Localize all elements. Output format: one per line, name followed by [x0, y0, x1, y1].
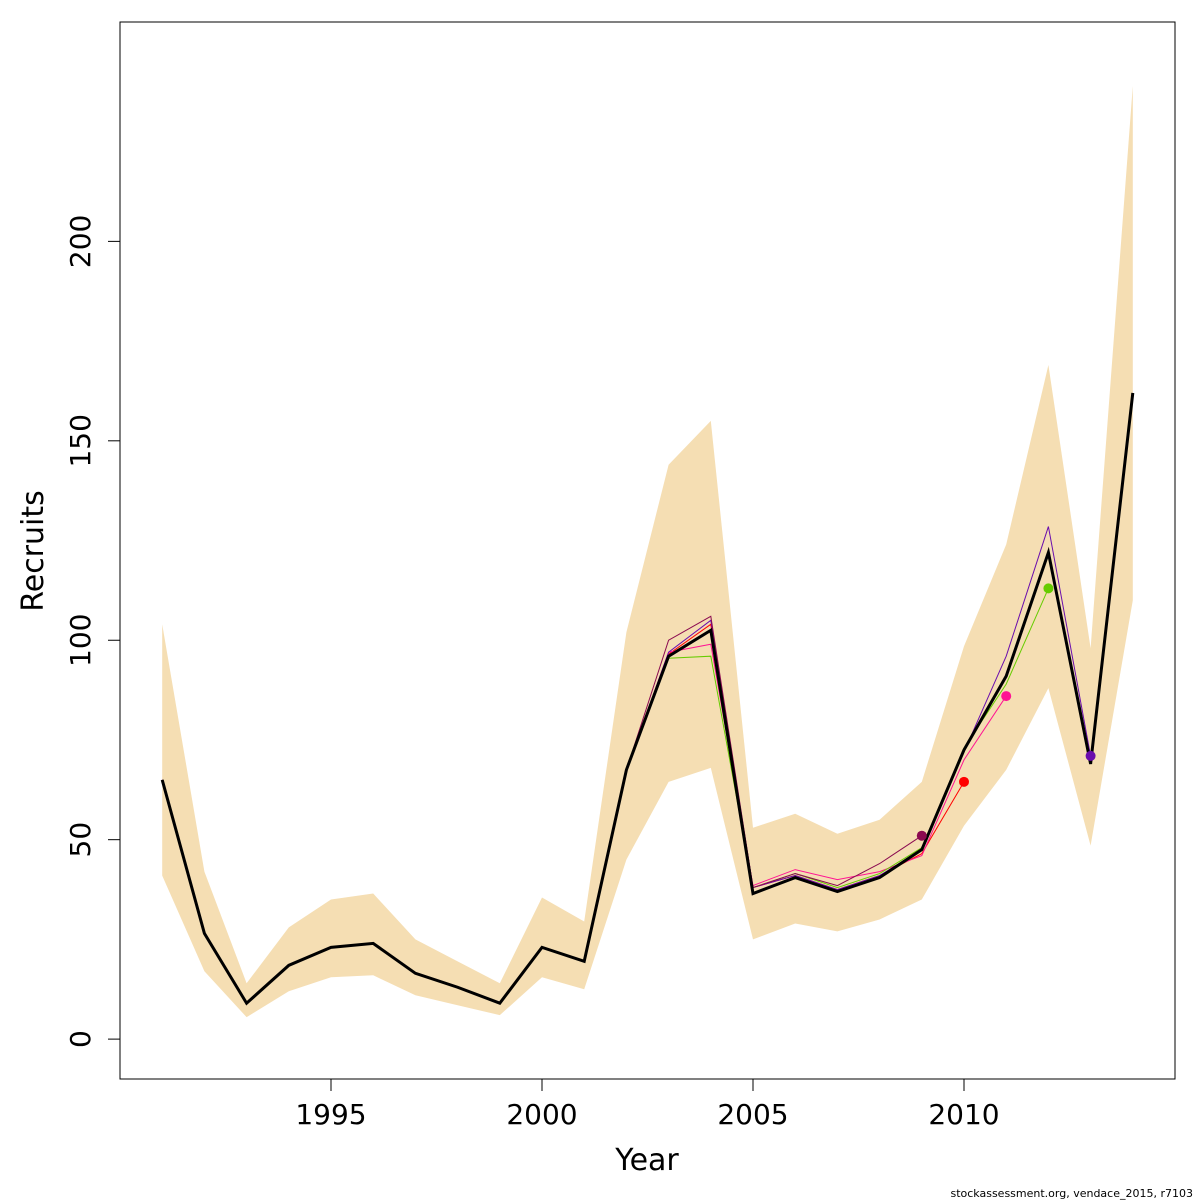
y-tick-label: 200 — [64, 215, 97, 268]
main-series-layer — [160, 392, 1135, 1006]
y-axis: 0 50 100 150 200 — [64, 215, 121, 1048]
retro-endpoint-2 — [959, 776, 969, 787]
x-axis: 1995 2000 2005 2010 — [295, 1078, 1000, 1131]
y-tick-label: 0 — [64, 1030, 97, 1048]
y-axis-title: Recruits — [16, 490, 51, 612]
retro-endpoint-1 — [916, 830, 927, 841]
x-tick-label: 1995 — [295, 1098, 366, 1131]
x-axis-title: Year — [614, 1143, 679, 1178]
endpoint-layer — [916, 583, 1096, 841]
footer-credit: stockassessment.org, vendace_2015, r7103 — [950, 1187, 1193, 1200]
confidence-band-layer — [162, 85, 1133, 1018]
y-tick-label: 50 — [64, 822, 97, 858]
x-tick-label: 2010 — [928, 1098, 999, 1131]
y-tick-label: 150 — [64, 414, 97, 467]
retro-endpoint-3 — [1001, 691, 1012, 702]
confidence-band — [162, 85, 1133, 1018]
main-estimate-line — [160, 392, 1135, 1006]
retro-endpoint-5 — [1085, 750, 1096, 761]
x-tick-label: 2000 — [506, 1098, 577, 1131]
y-tick-label: 100 — [64, 614, 97, 667]
x-tick-label: 2005 — [717, 1098, 788, 1131]
retro-endpoint-4 — [1043, 583, 1054, 594]
